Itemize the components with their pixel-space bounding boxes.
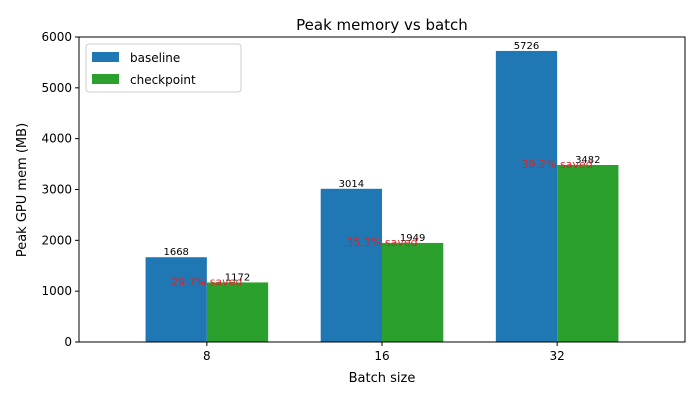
x-tick-label: 16 — [374, 349, 389, 363]
bar-baseline-16 — [320, 188, 382, 342]
y-tick-label: 3000 — [41, 183, 72, 197]
bar-baseline-32 — [495, 50, 558, 342]
x-tick-label: 8 — [203, 349, 211, 363]
y-axis-label: Peak GPU mem (MB) — [15, 123, 30, 257]
bar-value-label: 3014 — [339, 179, 364, 190]
bar-checkpoint-16 — [382, 242, 444, 342]
y-tick-label: 4000 — [41, 132, 72, 146]
legend-swatch-checkpoint — [92, 74, 119, 84]
legend-label-checkpoint: checkpoint — [130, 73, 196, 87]
bar-value-label: 1668 — [163, 247, 188, 258]
y-tick-label: 5000 — [41, 81, 72, 95]
bar-baseline-8 — [145, 257, 207, 342]
savings-annotation: 35.3% saved — [346, 236, 417, 249]
savings-annotation: 39.2% saved — [522, 158, 593, 171]
savings-annotation: 29.7% saved — [171, 275, 242, 288]
x-axis-label: Batch size — [349, 371, 416, 386]
legend-box — [85, 43, 242, 93]
bar-value-label: 1172 — [225, 272, 250, 283]
bar-value-label: 1949 — [400, 233, 425, 244]
chart-title: Peak memory vs batch — [296, 16, 468, 34]
y-tick-label: 6000 — [41, 30, 72, 44]
bar-value-label: 5726 — [514, 41, 539, 52]
bar-checkpoint-8 — [206, 282, 269, 342]
legend-swatch-baseline — [92, 52, 119, 62]
bar-checkpoint-32 — [557, 164, 619, 342]
legend-label-baseline: baseline — [130, 51, 180, 65]
x-tick-label: 32 — [550, 349, 565, 363]
bar-value-label: 3482 — [575, 155, 600, 166]
y-tick-label: 0 — [64, 335, 72, 349]
y-tick-label: 2000 — [41, 233, 72, 247]
y-tick-label: 1000 — [41, 284, 72, 298]
plot-area: 1668 3014 5726 1172 1949 3482 29.7% saved 35.3%… — [41, 30, 686, 363]
